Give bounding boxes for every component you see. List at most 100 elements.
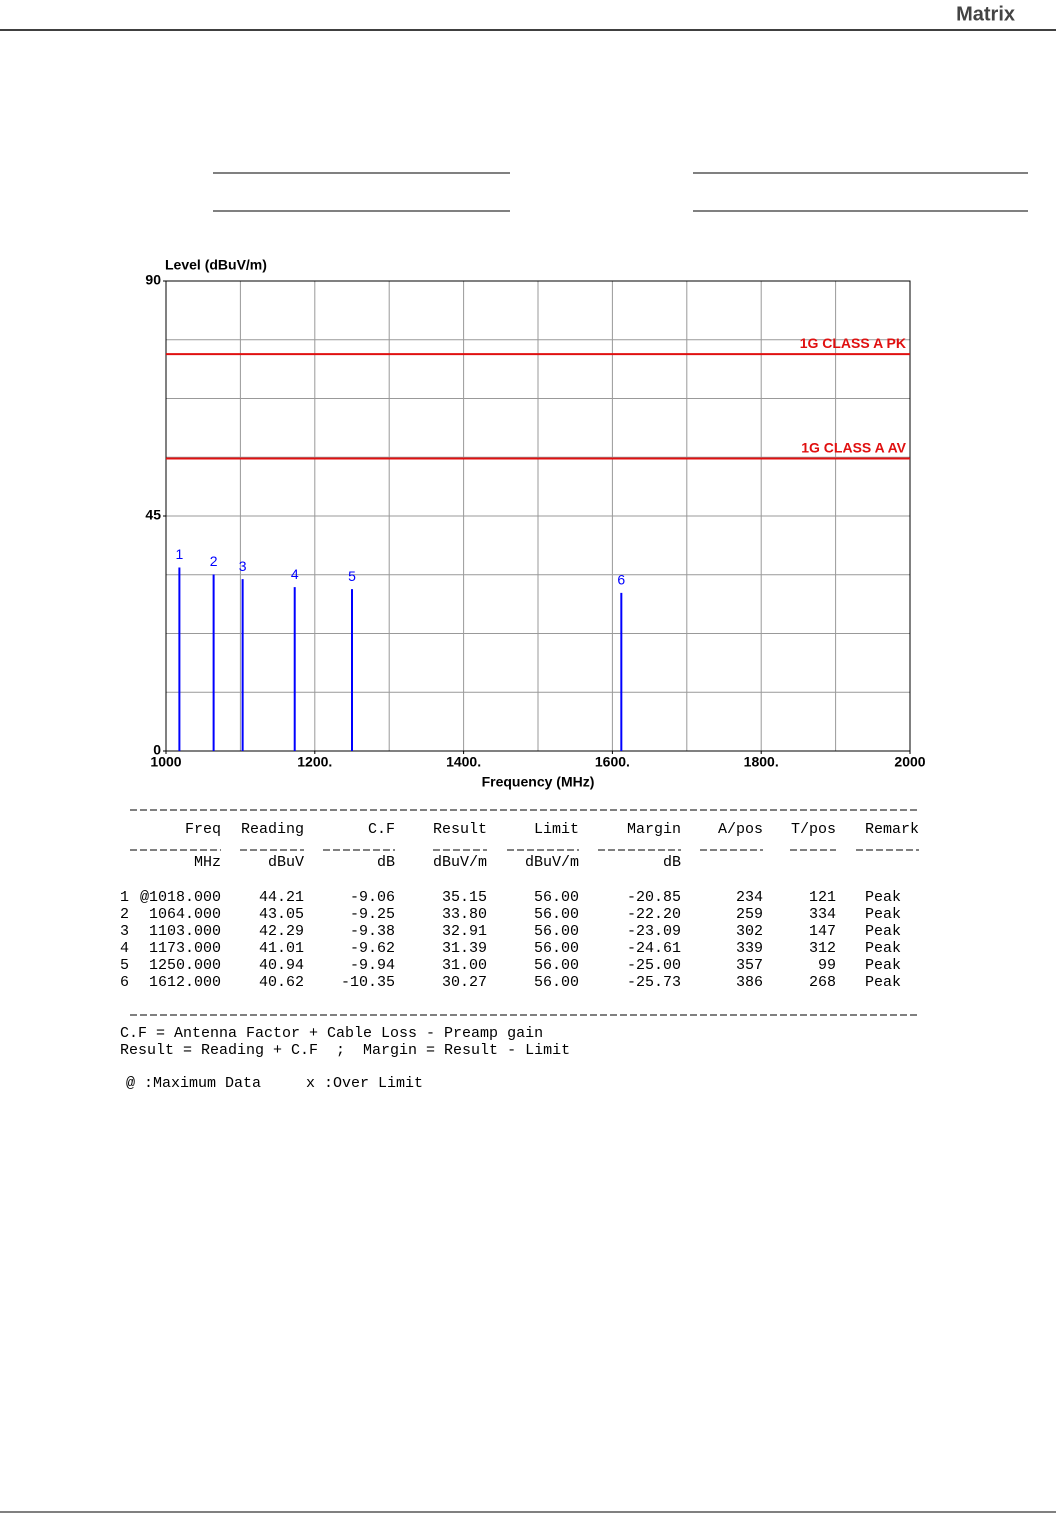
column-header: C.F [368,821,395,838]
table-cell: -25.73 [627,974,681,991]
table-cell: 3 [120,923,129,940]
table-cell: 1250.000 [149,957,221,974]
table-cell: 56.00 [534,906,579,923]
table-cell: 234 [736,889,763,906]
point-label: 6 [617,572,625,588]
table-cell: 42.29 [259,923,304,940]
table-cell: 5 [120,957,129,974]
y-tick-label: 45 [145,507,161,523]
table-cell: -23.09 [627,923,681,940]
table-cell: -24.61 [627,940,681,957]
x-tick-label: 1400. [446,754,481,770]
column-header: Margin [627,821,681,838]
table-cell: 4 [120,940,129,957]
table-cell: 31.00 [442,957,487,974]
table-cell: 1 [120,889,129,906]
column-header: Freq [185,821,221,838]
table-cell: 40.94 [259,957,304,974]
note: Result = Reading + C.F ; Margin = Result… [120,1042,570,1059]
table-cell: 1103.000 [149,923,221,940]
table-cell: -9.25 [350,906,395,923]
table-cell: Peak [865,923,901,940]
table-cell: 40.62 [259,974,304,991]
table-cell: -9.94 [350,957,395,974]
table-cell: Peak [865,889,901,906]
table-cell: 312 [809,940,836,957]
table-cell: 147 [809,923,836,940]
x-tick-label: 1000 [150,754,181,770]
table-cell: -9.38 [350,923,395,940]
table-cell: 1064.000 [149,906,221,923]
table-cell: 386 [736,974,763,991]
y-tick-label: 0 [153,742,161,758]
table-cell: Peak [865,906,901,923]
x-tick-label: 2000 [894,754,925,770]
table-cell: 1173.000 [149,940,221,957]
note: C.F = Antenna Factor + Cable Loss - Prea… [120,1025,543,1042]
table-cell: 32.91 [442,923,487,940]
column-unit: dBuV [268,854,304,871]
table-cell: 30.27 [442,974,487,991]
table-cell: 44.21 [259,889,304,906]
point-label: 4 [291,566,299,582]
table-cell: -20.85 [627,889,681,906]
table-cell: -10.35 [341,974,395,991]
column-unit: dB [663,854,681,871]
logo: Matrix [956,3,1015,25]
table-cell: 121 [809,889,836,906]
table-cell: 339 [736,940,763,957]
table-cell: Peak [865,957,901,974]
table-cell: 56.00 [534,957,579,974]
table-cell: 56.00 [534,889,579,906]
table-cell: 56.00 [534,923,579,940]
table-cell: 35.15 [442,889,487,906]
table-cell: 357 [736,957,763,974]
table-cell: 2 [120,906,129,923]
note: @ :Maximum Data x :Over Limit [126,1075,423,1092]
table-cell: 6 [120,974,129,991]
column-header: T/pos [791,821,836,838]
column-header: Reading [241,821,304,838]
limit-label: 1G CLASS A AV [801,439,906,455]
column-unit: MHz [194,854,221,871]
column-unit: dBuV/m [525,854,579,871]
column-header: A/pos [718,821,763,838]
table-cell: 56.00 [534,974,579,991]
table-cell: Peak [865,940,901,957]
table-cell: 99 [818,957,836,974]
x-axis-label: Frequency (MHz) [482,774,595,790]
table-cell: -9.62 [350,940,395,957]
point-label: 2 [210,553,218,569]
table-cell: @1018.000 [140,889,221,906]
table-cell: 259 [736,906,763,923]
table-cell: 334 [809,906,836,923]
point-label: 3 [239,558,247,574]
table-cell: 43.05 [259,906,304,923]
table-cell: -9.06 [350,889,395,906]
column-unit: dBuV/m [433,854,487,871]
x-tick-label: 1800. [744,754,779,770]
x-tick-label: 1600. [595,754,630,770]
table-cell: -25.00 [627,957,681,974]
point-label: 1 [175,546,183,562]
column-header: Limit [534,821,579,838]
column-header: Result [433,821,487,838]
point-label: 5 [348,568,356,584]
table-cell: -22.20 [627,906,681,923]
table-cell: 56.00 [534,940,579,957]
table-cell: 33.80 [442,906,487,923]
y-tick-label: 90 [145,272,161,288]
y-axis-label: Level (dBuV/m) [165,257,267,273]
table-cell: 41.01 [259,940,304,957]
column-unit: dB [377,854,395,871]
x-tick-label: 1200. [297,754,332,770]
table-cell: 1612.000 [149,974,221,991]
table-cell: 302 [736,923,763,940]
table-cell: 268 [809,974,836,991]
limit-label: 1G CLASS A PK [800,335,906,351]
column-header: Remark [865,821,919,838]
table-cell: 31.39 [442,940,487,957]
table-cell: Peak [865,974,901,991]
